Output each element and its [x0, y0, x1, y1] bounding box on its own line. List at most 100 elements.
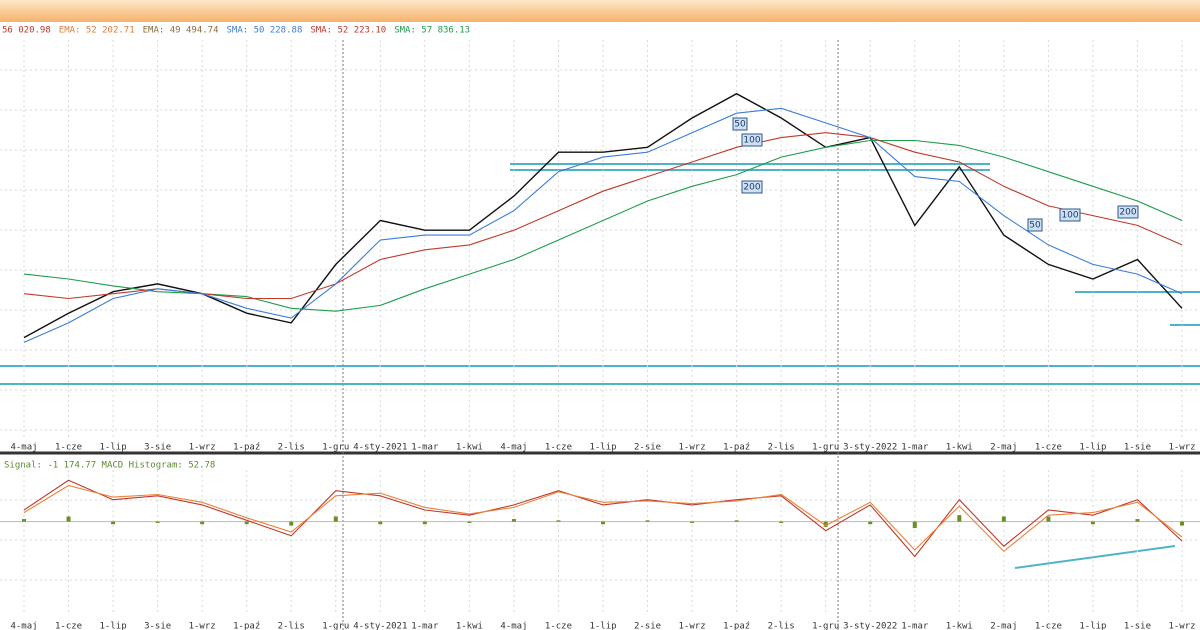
- histogram-bar: [422, 521, 427, 525]
- histogram-bar: [1090, 521, 1095, 525]
- histogram-bar: [1001, 516, 1006, 522]
- x-tick-label: 1-kwi: [946, 622, 973, 630]
- x-tick-label: 1-sie: [1124, 443, 1151, 453]
- series-line: [23, 107, 1183, 343]
- x-tick-label: 3-sty-2022: [843, 443, 897, 453]
- x-tick-label: 1-gru: [322, 622, 349, 630]
- histogram-bar: [1180, 521, 1184, 526]
- x-tick-label: 3-sty-2022: [843, 622, 897, 630]
- x-tick-label: 1-gru: [812, 443, 839, 453]
- series-line: [23, 139, 1183, 312]
- x-tick-label: 1-kwi: [946, 443, 973, 453]
- legend-entry: SMA: 57 836.13: [394, 26, 470, 36]
- x-tick-label: 1-paź: [233, 622, 260, 630]
- histogram-bar: [556, 520, 561, 522]
- x-tick-label: 1-paź: [233, 443, 260, 453]
- legend: 56 020.98 EMA: 52 202.71 EMA: 49 494.74 SMA…: [2, 26, 470, 36]
- x-tick-label: 1-lip: [589, 622, 616, 630]
- x-tick-label: 3-sie: [144, 443, 171, 453]
- x-tick-label: 2-maj: [990, 443, 1017, 453]
- x-tick-label: 1-wrz: [679, 443, 706, 453]
- x-tick-label: 4-sty-2021: [353, 443, 407, 453]
- ma-label: 200: [1119, 208, 1136, 218]
- x-tick-label: 4-maj: [10, 622, 37, 630]
- x-tick-label: 2-lis: [278, 443, 305, 453]
- x-tick-label: 2-sie: [634, 443, 661, 453]
- x-tick-label: 4-maj: [10, 443, 37, 453]
- histogram-bar: [467, 521, 472, 523]
- x-tick-label: 1-gru: [322, 443, 349, 453]
- x-tick-label: 1-cze: [545, 622, 572, 630]
- x-tick-label: 1-mar: [411, 443, 439, 453]
- x-tick-label: 1-lip: [589, 443, 616, 453]
- histogram-bar: [1046, 516, 1051, 522]
- x-tick-label: 1-kwi: [456, 622, 483, 630]
- ma-label: 200: [743, 183, 760, 193]
- x-tick-label: 2-lis: [768, 443, 795, 453]
- x-tick-label: 1-sie: [1124, 622, 1151, 630]
- x-tick-label: 1-paź: [723, 622, 750, 630]
- x-tick-label: 4-sty-2021: [353, 622, 407, 630]
- series-line: [23, 132, 1183, 300]
- x-tick-label: 4-maj: [500, 443, 527, 453]
- x-tick-label: 1-cze: [545, 443, 572, 453]
- histogram-bar: [1135, 519, 1140, 522]
- x-tick-label: 1-kwi: [456, 443, 483, 453]
- ma-labels: 50 100 200 50 100 200: [732, 117, 1139, 232]
- x-tick-label: 4-maj: [500, 622, 527, 630]
- series-line: [23, 484, 1183, 553]
- histogram-bar: [645, 520, 650, 522]
- histogram-bar: [111, 521, 116, 525]
- x-tick-label: 1-wrz: [189, 622, 216, 630]
- macd-legend: Signal: -1 174.77 MACD Histogram: 52.78: [4, 461, 215, 471]
- ma-label: 100: [743, 136, 760, 146]
- histogram-bar: [333, 516, 338, 522]
- x-tick-label: 1-wrz: [679, 622, 706, 630]
- histogram-bar: [734, 520, 739, 522]
- x-tick-label: 1-mar: [901, 622, 929, 630]
- x-tick-label: 1-wrz: [189, 443, 216, 453]
- support-lines: [0, 163, 1200, 569]
- ma-label: 50: [734, 120, 746, 130]
- toolbar: [0, 0, 1200, 22]
- x-tick-label: 1-lip: [1079, 443, 1106, 453]
- legend-entry: 56 020.98: [2, 26, 51, 36]
- x-tick-label: 1-lip: [100, 622, 127, 630]
- x-tick-label: 2-lis: [278, 622, 305, 630]
- histogram-bar: [22, 519, 26, 522]
- ma-label: 50: [1029, 221, 1041, 231]
- series-line: [23, 479, 1183, 558]
- x-tick-label: 2-lis: [768, 622, 795, 630]
- x-tick-label: 1-cze: [55, 622, 82, 630]
- legend-entry: SMA: 50 228.88: [227, 26, 303, 36]
- histogram-bar: [200, 521, 205, 525]
- legend-entry: EMA: 52 202.71: [59, 26, 135, 36]
- x-tick-label: 1-wrz: [1168, 443, 1195, 453]
- x-tick-label: 1-mar: [901, 443, 929, 453]
- x-tick-label: 1-lip: [100, 443, 127, 453]
- histogram-bar: [601, 521, 605, 525]
- histogram-bar: [912, 521, 917, 529]
- x-tick-label: 2-sie: [634, 622, 661, 630]
- histogram-bar: [511, 519, 516, 522]
- x-tick-label: 1-gru: [812, 622, 839, 630]
- x-tick-label: 1-cze: [1035, 622, 1062, 630]
- x-tick-label: 2-maj: [990, 622, 1017, 630]
- series-line: [23, 92, 1183, 339]
- histogram-bar: [779, 521, 784, 523]
- histogram-bar: [244, 521, 249, 525]
- x-tick-label: 3-sie: [144, 622, 171, 630]
- x-tick-label: 1-mar: [411, 622, 439, 630]
- histogram-bar: [690, 521, 695, 523]
- x-tick-label: 1-cze: [1035, 443, 1062, 453]
- x-tick-label: 1-cze: [55, 443, 82, 453]
- x-tick-label: 1-paź: [723, 443, 750, 453]
- histogram-bar: [823, 521, 828, 527]
- histogram-bar: [66, 516, 71, 522]
- legend-entry: SMA: 52 223.10: [310, 26, 386, 36]
- legend-entry: EMA: 49 494.74: [143, 26, 219, 36]
- x-tick-label: 1-wrz: [1168, 622, 1195, 630]
- x-tick-label: 1-lip: [1079, 622, 1106, 630]
- histogram-bar: [378, 521, 383, 525]
